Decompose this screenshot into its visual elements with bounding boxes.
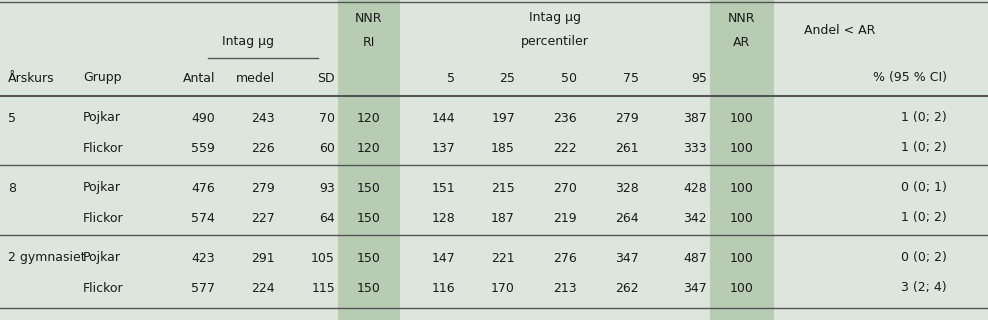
Text: Pojkar: Pojkar [83,181,121,195]
Text: Antal: Antal [183,71,215,84]
Text: 347: 347 [616,252,639,265]
Text: 387: 387 [683,111,707,124]
Text: 328: 328 [616,181,639,195]
Text: 197: 197 [491,111,515,124]
Text: 144: 144 [432,111,455,124]
Text: 262: 262 [616,282,639,294]
Text: 170: 170 [491,282,515,294]
Text: 243: 243 [251,111,275,124]
Text: 215: 215 [491,181,515,195]
Text: SD: SD [317,71,335,84]
Text: 100: 100 [730,252,754,265]
Text: 5: 5 [447,71,455,84]
Text: 60: 60 [319,141,335,155]
Text: 100: 100 [730,111,754,124]
Text: 270: 270 [553,181,577,195]
Text: NNR: NNR [728,12,756,25]
Text: Flickor: Flickor [83,212,124,225]
Text: 187: 187 [491,212,515,225]
Text: 8: 8 [8,181,16,195]
Text: Flickor: Flickor [83,282,124,294]
Text: 2 gymnasiet: 2 gymnasiet [8,252,86,265]
Text: percentiler: percentiler [521,36,589,49]
Text: 105: 105 [311,252,335,265]
Text: 100: 100 [730,181,754,195]
Text: Pojkar: Pojkar [83,252,121,265]
Text: 100: 100 [730,282,754,294]
Text: 5: 5 [8,111,16,124]
Text: 333: 333 [684,141,707,155]
Text: 0 (0; 1): 0 (0; 1) [901,181,947,195]
Text: 120: 120 [357,141,381,155]
Text: 151: 151 [431,181,455,195]
Text: 574: 574 [191,212,215,225]
Text: 428: 428 [684,181,707,195]
Text: 1 (0; 2): 1 (0; 2) [901,111,947,124]
Text: 487: 487 [683,252,707,265]
Text: 93: 93 [319,181,335,195]
Text: 70: 70 [319,111,335,124]
Bar [338,0,400,320]
Text: 279: 279 [616,111,639,124]
Bar [710,0,774,320]
Text: 150: 150 [357,181,381,195]
Text: 95: 95 [692,71,707,84]
Text: 236: 236 [553,111,577,124]
Text: NNR: NNR [356,12,382,25]
Text: 128: 128 [431,212,455,225]
Text: RI: RI [363,36,375,49]
Text: 75: 75 [623,71,639,84]
Text: Intag µg: Intag µg [222,36,274,49]
Text: 116: 116 [432,282,455,294]
Text: 150: 150 [357,212,381,225]
Text: 559: 559 [191,141,215,155]
Text: 150: 150 [357,252,381,265]
Text: 224: 224 [251,282,275,294]
Text: 221: 221 [491,252,515,265]
Text: 261: 261 [616,141,639,155]
Text: 64: 64 [319,212,335,225]
Text: 1 (0; 2): 1 (0; 2) [901,141,947,155]
Text: Intag µg: Intag µg [529,12,581,25]
Text: medel: medel [236,71,275,84]
Text: 1 (0; 2): 1 (0; 2) [901,212,947,225]
Text: 476: 476 [192,181,215,195]
Text: 115: 115 [311,282,335,294]
Text: Pojkar: Pojkar [83,111,121,124]
Text: Andel < AR: Andel < AR [804,23,875,36]
Text: 219: 219 [553,212,577,225]
Text: 276: 276 [553,252,577,265]
Text: AR: AR [733,36,751,49]
Text: 577: 577 [191,282,215,294]
Text: 264: 264 [616,212,639,225]
Text: 3 (2; 4): 3 (2; 4) [901,282,947,294]
Text: 120: 120 [357,111,381,124]
Text: Grupp: Grupp [83,71,122,84]
Text: 25: 25 [499,71,515,84]
Text: 226: 226 [251,141,275,155]
Text: 137: 137 [431,141,455,155]
Text: 0 (0; 2): 0 (0; 2) [901,252,947,265]
Text: 342: 342 [684,212,707,225]
Text: 227: 227 [251,212,275,225]
Text: 347: 347 [684,282,707,294]
Text: 222: 222 [553,141,577,155]
Text: Flickor: Flickor [83,141,124,155]
Text: 279: 279 [251,181,275,195]
Text: 150: 150 [357,282,381,294]
Text: 147: 147 [431,252,455,265]
Text: 423: 423 [192,252,215,265]
Text: % (95 % CI): % (95 % CI) [873,71,947,84]
Text: 490: 490 [192,111,215,124]
Text: Årskurs: Årskurs [8,71,54,84]
Text: 50: 50 [561,71,577,84]
Text: 100: 100 [730,212,754,225]
Text: 213: 213 [553,282,577,294]
Text: 291: 291 [251,252,275,265]
Text: 185: 185 [491,141,515,155]
Text: 100: 100 [730,141,754,155]
